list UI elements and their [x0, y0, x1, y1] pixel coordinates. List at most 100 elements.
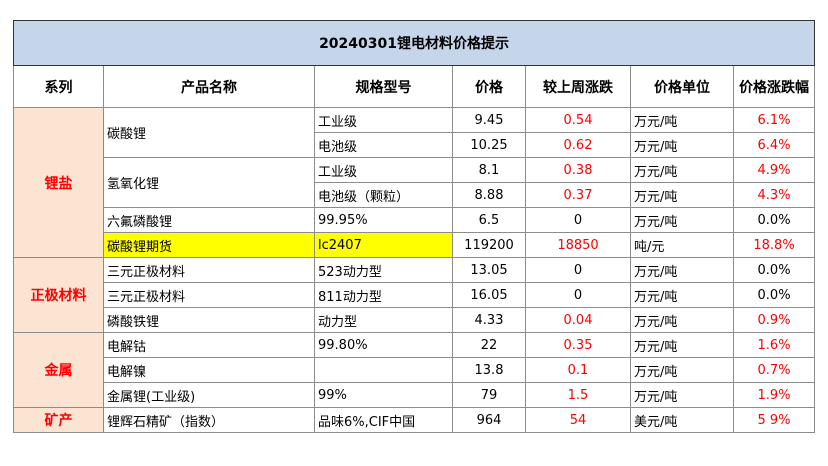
- spec-cell[interactable]: 工业级: [314, 157, 453, 183]
- spec-cell[interactable]: 工业级: [314, 107, 453, 133]
- product-cell[interactable]: 电解镍: [103, 357, 315, 383]
- price-cell[interactable]: 8.1: [452, 157, 526, 183]
- table-row: 三元正极材料 811动力型 16.05 0 万元/吨 0.0%: [14, 282, 816, 308]
- category-ore: 矿产: [13, 407, 104, 433]
- table-row: 六氟磷酸锂 99.95% 6.5 0 万元/吨 0.0%: [14, 207, 816, 233]
- unit-cell[interactable]: 万元/吨: [630, 157, 734, 183]
- pct-cell[interactable]: 0.0%: [732, 257, 816, 283]
- spec-cell[interactable]: 电池级（颗粒）: [314, 182, 453, 208]
- product-cell[interactable]: 三元正极材料: [103, 257, 315, 283]
- price-cell[interactable]: 4.33: [452, 307, 526, 333]
- price-cell[interactable]: 6.5: [452, 207, 526, 233]
- unit-cell[interactable]: 万元/吨: [630, 382, 734, 408]
- change-cell[interactable]: 0.62: [525, 132, 631, 158]
- table-row: 电池级 10.25 0.62 万元/吨 6.4%: [14, 132, 816, 158]
- change-cell[interactable]: 0.35: [525, 332, 631, 358]
- spec-cell[interactable]: 品味6%,CIF中国: [314, 407, 453, 433]
- product-cell[interactable]: 电解钴: [103, 332, 315, 358]
- pct-cell[interactable]: 6.1%: [732, 107, 816, 133]
- product-cell[interactable]: 碳酸锂: [103, 107, 315, 158]
- unit-cell[interactable]: 万元/吨: [630, 107, 734, 133]
- price-cell[interactable]: 13.05: [452, 257, 526, 283]
- pct-cell[interactable]: 4.3%: [732, 182, 816, 208]
- pct-cell[interactable]: 1.9%: [732, 382, 816, 408]
- pct-cell[interactable]: 1.6%: [732, 332, 816, 358]
- header-spec: 规格型号: [314, 65, 453, 108]
- change-cell[interactable]: 0: [525, 257, 631, 283]
- price-cell[interactable]: 119200: [452, 232, 526, 258]
- product-cell[interactable]: 氢氧化锂: [103, 157, 315, 208]
- header-unit: 价格单位: [630, 65, 734, 108]
- change-cell[interactable]: 18850: [525, 232, 631, 258]
- price-cell[interactable]: 10.25: [452, 132, 526, 158]
- unit-cell[interactable]: 万元/吨: [630, 207, 734, 233]
- change-cell[interactable]: 0: [525, 207, 631, 233]
- unit-cell[interactable]: 美元/吨: [630, 407, 734, 433]
- category-metal: 金属: [13, 332, 104, 408]
- unit-cell[interactable]: 万元/吨: [630, 307, 734, 333]
- price-cell[interactable]: 22: [452, 332, 526, 358]
- pct-cell[interactable]: 6.4%: [732, 132, 816, 158]
- change-cell[interactable]: 0.54: [525, 107, 631, 133]
- price-table: 20240301锂电材料价格提示 系列 产品名称 规格型号 价格 较上周涨跌 价…: [12, 20, 816, 433]
- spec-cell[interactable]: 99.95%: [314, 207, 453, 233]
- change-cell[interactable]: 1.5: [525, 382, 631, 408]
- header-row: 系列 产品名称 规格型号 价格 较上周涨跌 价格单位 价格涨跌幅: [13, 65, 816, 108]
- spec-cell[interactable]: 电池级: [314, 132, 453, 158]
- spec-cell[interactable]: 523动力型: [314, 257, 453, 283]
- price-cell[interactable]: 16.05: [452, 282, 526, 308]
- table-row: 电池级（颗粒） 8.88 0.37 万元/吨 4.3%: [14, 182, 816, 208]
- header-weekly-change: 较上周涨跌: [525, 65, 631, 108]
- product-cell[interactable]: 锂辉石精矿（指数）: [103, 407, 315, 433]
- product-cell[interactable]: 金属锂(工业级): [103, 382, 315, 408]
- price-cell[interactable]: 8.88: [452, 182, 526, 208]
- product-cell[interactable]: 磷酸铁锂: [103, 307, 315, 333]
- header-product: 产品名称: [103, 65, 315, 108]
- table-row: 碳酸锂期货 lc2407 119200 18850 吨/元 18.8%: [14, 232, 816, 258]
- change-cell[interactable]: 0.37: [525, 182, 631, 208]
- product-cell[interactable]: 三元正极材料: [103, 282, 315, 308]
- pct-cell[interactable]: 4.9%: [732, 157, 816, 183]
- pct-cell[interactable]: 0.0%: [732, 207, 816, 233]
- spec-cell[interactable]: [314, 357, 453, 383]
- table-row: 电解镍 13.8 0.1 万元/吨 0.7%: [14, 357, 816, 383]
- unit-cell[interactable]: 万元/吨: [630, 132, 734, 158]
- price-cell[interactable]: 9.45: [452, 107, 526, 133]
- spec-cell[interactable]: 99%: [314, 382, 453, 408]
- change-cell[interactable]: 0: [525, 282, 631, 308]
- unit-cell[interactable]: 万元/吨: [630, 257, 734, 283]
- unit-cell[interactable]: 万元/吨: [630, 282, 734, 308]
- table-row: 矿产 锂辉石精矿（指数） 品味6%,CIF中国 964 54 美元/吨 5 9%: [13, 407, 816, 433]
- unit-cell[interactable]: 万元/吨: [630, 332, 734, 358]
- table-row: 磷酸铁锂 动力型 4.33 0.04 万元/吨 0.9%: [14, 307, 816, 333]
- table-title: 20240301锂电材料价格提示: [12, 20, 816, 66]
- product-cell[interactable]: 碳酸锂期货: [103, 232, 315, 258]
- change-cell[interactable]: 0.38: [525, 157, 631, 183]
- price-cell[interactable]: 964: [452, 407, 526, 433]
- header-change-pct: 价格涨跌幅: [732, 65, 816, 108]
- header-price: 价格: [452, 65, 526, 108]
- spec-cell[interactable]: 99.80%: [314, 332, 453, 358]
- table-row: 金属锂(工业级) 99% 79 1.5 万元/吨 1.9%: [14, 382, 816, 408]
- change-cell[interactable]: 54: [525, 407, 631, 433]
- unit-cell[interactable]: 万元/吨: [630, 182, 734, 208]
- unit-cell[interactable]: 万元/吨: [630, 357, 734, 383]
- price-cell[interactable]: 79: [452, 382, 526, 408]
- category-lithium-salt: 锂盐: [13, 107, 104, 258]
- spec-cell[interactable]: lc2407: [314, 232, 453, 258]
- unit-cell[interactable]: 吨/元: [630, 232, 734, 258]
- pct-cell[interactable]: 0.0%: [732, 282, 816, 308]
- product-cell[interactable]: 六氟磷酸锂: [103, 207, 315, 233]
- table-row: 金属 电解钴 99.80% 22 0.35 万元/吨 1.6%: [13, 332, 816, 408]
- change-cell[interactable]: 0.04: [525, 307, 631, 333]
- spec-cell[interactable]: 动力型: [314, 307, 453, 333]
- table-row: 正极材料 三元正极材料 523动力型 13.05 0 万元/吨 0.0%: [13, 257, 816, 333]
- pct-cell[interactable]: 5 9%: [732, 407, 816, 433]
- pct-cell[interactable]: 0.7%: [732, 357, 816, 383]
- pct-cell[interactable]: 18.8%: [732, 232, 816, 258]
- table-row: 氢氧化锂 工业级 8.1 0.38 万元/吨 4.9%: [14, 157, 816, 208]
- spec-cell[interactable]: 811动力型: [314, 282, 453, 308]
- price-cell[interactable]: 13.8: [452, 357, 526, 383]
- change-cell[interactable]: 0.1: [525, 357, 631, 383]
- pct-cell[interactable]: 0.9%: [732, 307, 816, 333]
